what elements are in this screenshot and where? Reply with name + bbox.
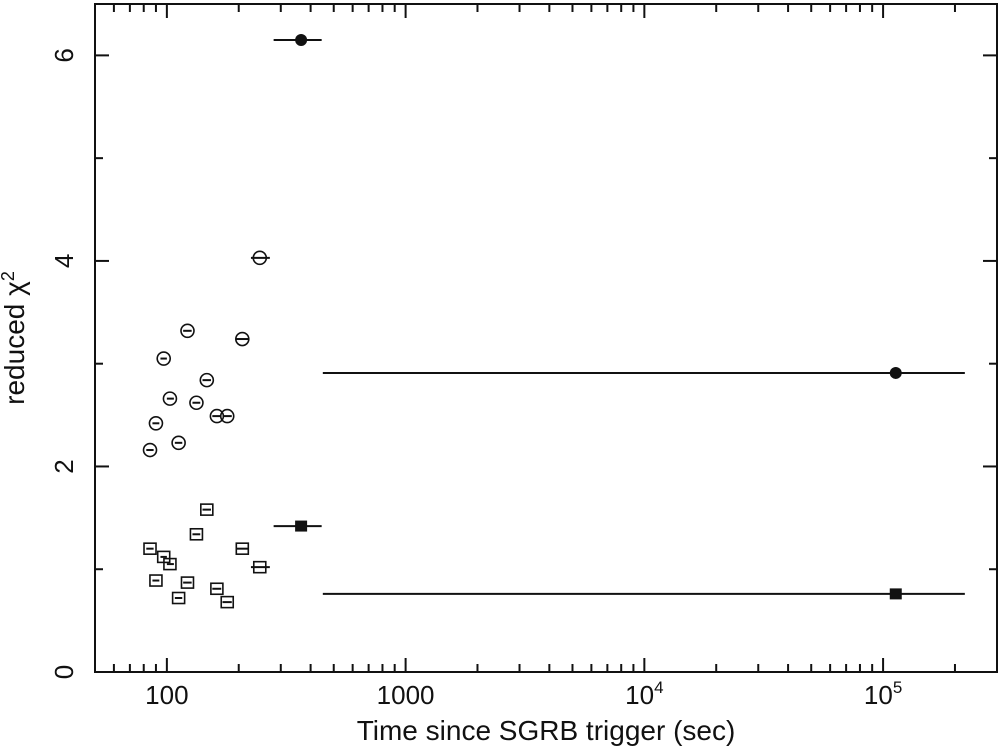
y-axis-label-base: reduced χ <box>0 281 30 405</box>
x-tick-label: 105 <box>864 678 902 710</box>
data-point-open-square <box>163 557 177 571</box>
data-point-open-circle <box>180 323 195 339</box>
data-point-open-square <box>235 542 250 555</box>
data-point-open-square <box>149 574 163 587</box>
series-filled-square <box>273 520 965 600</box>
data-point-open-circle <box>162 391 178 406</box>
data-point-filled-circle <box>889 366 902 379</box>
data-point-open-circle <box>148 415 164 431</box>
x-tick-label-base: 1000 <box>377 680 435 710</box>
data-point-filled-circle <box>295 33 308 46</box>
data-point-open-square <box>220 595 235 609</box>
y-tick-label: 2 <box>49 459 79 473</box>
data-point-open-square <box>200 503 214 516</box>
x-tick-label-exponent: 4 <box>654 678 663 697</box>
data-point-open-square <box>210 582 224 596</box>
y-tick-label: 4 <box>49 254 79 268</box>
y-axis-label-superscript: 2 <box>0 271 18 281</box>
x-tick-label-base: 10 <box>625 680 654 710</box>
data-point-open-circle <box>156 351 172 366</box>
data-point-filled-square <box>889 588 902 600</box>
data-point-open-circle <box>142 442 158 458</box>
x-tick-labels: 100 1000 104 105 <box>145 678 902 710</box>
data-point-open-square <box>171 591 186 605</box>
data-point-open-square <box>180 576 195 589</box>
x-axis-label: Time since SGRB trigger (sec) <box>357 715 736 746</box>
y-axis-label: reduced χ2 <box>0 271 30 405</box>
data-point-filled-square <box>295 520 308 532</box>
data-point-open-circle <box>189 395 204 411</box>
data-point-open-square <box>143 542 157 555</box>
y-tick-label: 0 <box>49 665 79 679</box>
x-tick-label-base: 100 <box>145 680 188 710</box>
x-tick-label: 1000 <box>377 680 435 710</box>
data-point-open-circle <box>219 408 235 424</box>
data-point-open-circle <box>199 372 215 388</box>
x-tick-label: 100 <box>145 680 188 710</box>
data-point-open-circle <box>171 435 186 451</box>
data-point-open-circle <box>235 331 250 347</box>
y-tick-labels: 0 2 4 6 <box>49 48 79 679</box>
x-tick-label-exponent: 5 <box>893 678 902 697</box>
data-series <box>142 33 965 609</box>
data-point-open-square <box>189 527 204 541</box>
series-filled-circle <box>273 33 965 379</box>
data-point-open-circle <box>252 250 268 266</box>
axis-ticks <box>94 4 998 673</box>
series-open-circle <box>142 250 270 458</box>
y-tick-label: 6 <box>49 48 79 62</box>
series-open-square <box>143 503 270 609</box>
x-tick-label: 104 <box>625 678 663 710</box>
plot-frame <box>94 3 998 673</box>
x-tick-label-base: 10 <box>864 680 893 710</box>
data-point-open-square <box>252 560 267 574</box>
